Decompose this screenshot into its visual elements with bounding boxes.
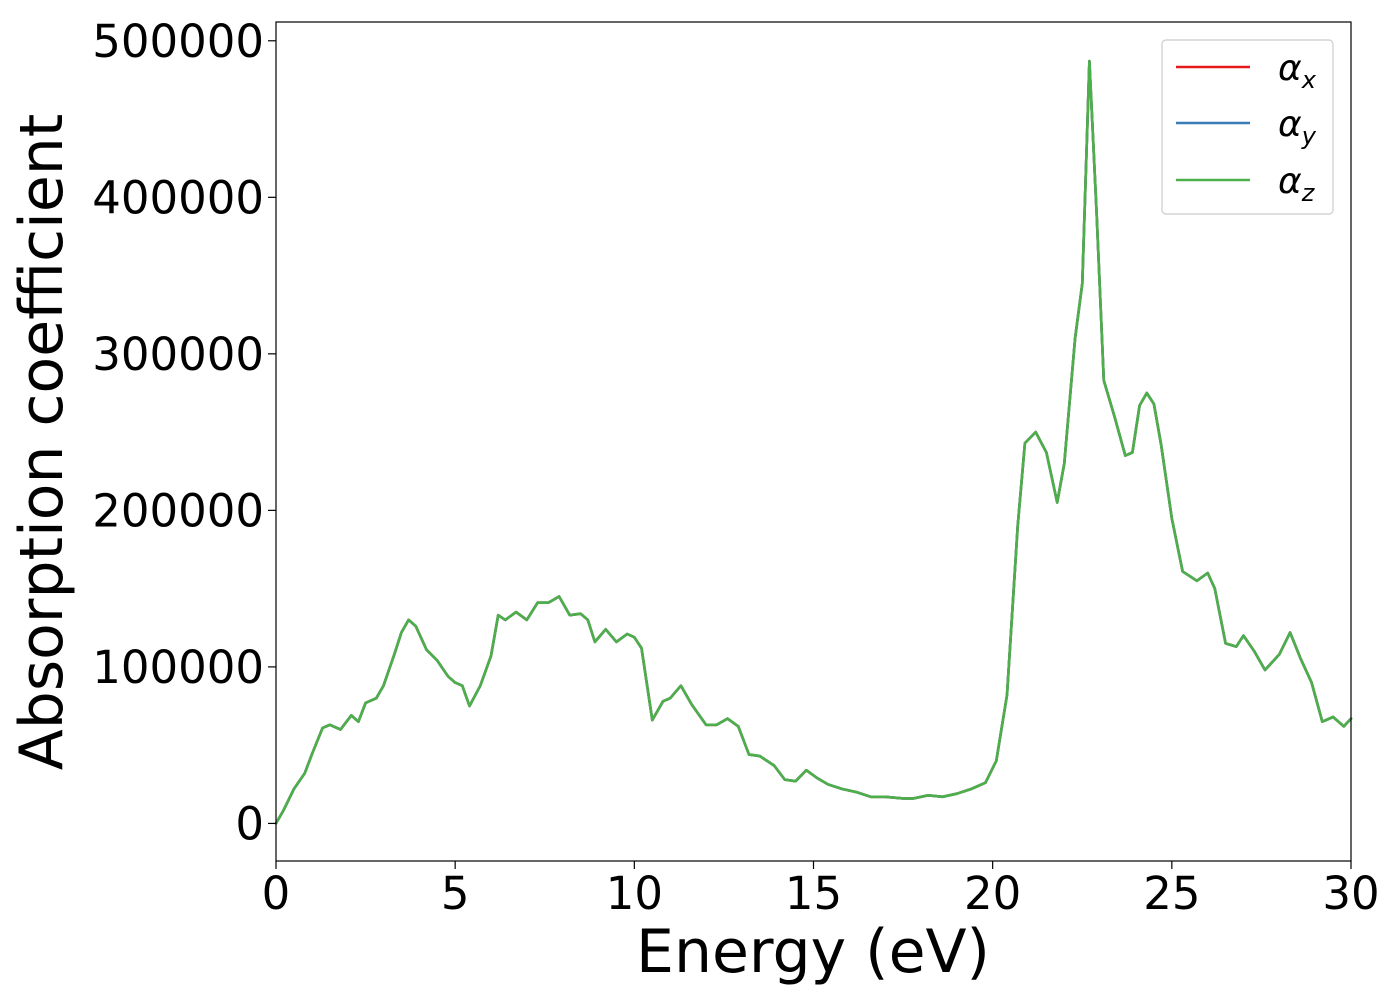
x-tick-label: 15 bbox=[785, 867, 842, 920]
legend-label-y: αy bbox=[1278, 104, 1317, 150]
series-line-z bbox=[274, 59, 1353, 825]
x-tick-label: 0 bbox=[262, 867, 291, 920]
y-axis-title: Absorption coefficient bbox=[7, 114, 77, 771]
legend-box bbox=[1161, 39, 1334, 215]
y-axis: 0 100000 200000 300000 400000 500000 bbox=[92, 15, 276, 850]
x-tick-label: 20 bbox=[964, 867, 1021, 920]
legend-label-z: αz bbox=[1278, 161, 1316, 207]
x-tick-label: 10 bbox=[606, 867, 663, 920]
y-tick-label: 200000 bbox=[92, 484, 264, 537]
y-tick-label: 300000 bbox=[92, 328, 264, 381]
plot-lines bbox=[274, 59, 1353, 825]
x-axis-title: Energy (eV) bbox=[636, 917, 990, 987]
y-tick-label: 100000 bbox=[92, 641, 264, 694]
x-tick-label: 25 bbox=[1143, 867, 1200, 920]
y-tick-label: 0 bbox=[235, 797, 264, 850]
y-tick-label: 400000 bbox=[92, 171, 264, 224]
y-tick-label: 500000 bbox=[92, 15, 264, 68]
x-tick-label: 5 bbox=[441, 867, 470, 920]
x-tick-label: 30 bbox=[1322, 867, 1379, 920]
x-axis: 0 5 10 15 20 25 30 bbox=[262, 861, 1380, 920]
legend-label-x: αx bbox=[1278, 48, 1317, 94]
legend: αx αy αz bbox=[1161, 39, 1334, 215]
